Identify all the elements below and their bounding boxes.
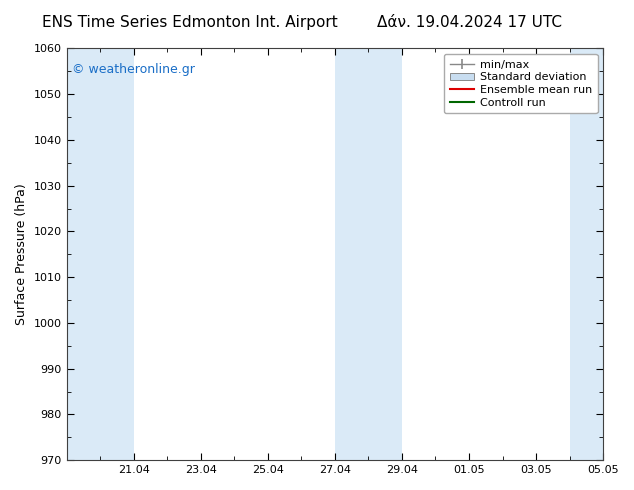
Text: ENS Time Series Edmonton Int. Airport: ENS Time Series Edmonton Int. Airport	[42, 15, 338, 30]
Bar	[569, 49, 603, 460]
Bar	[67, 49, 100, 460]
Bar	[368, 49, 402, 460]
Bar	[335, 49, 368, 460]
Legend: min/max, Standard deviation, Ensemble mean run, Controll run: min/max, Standard deviation, Ensemble me…	[444, 54, 598, 113]
Text: Δάν. 19.04.2024 17 UTC: Δάν. 19.04.2024 17 UTC	[377, 15, 562, 30]
Text: © weatheronline.gr: © weatheronline.gr	[72, 63, 195, 76]
Bar	[100, 49, 134, 460]
Y-axis label: Surface Pressure (hPa): Surface Pressure (hPa)	[15, 183, 28, 325]
